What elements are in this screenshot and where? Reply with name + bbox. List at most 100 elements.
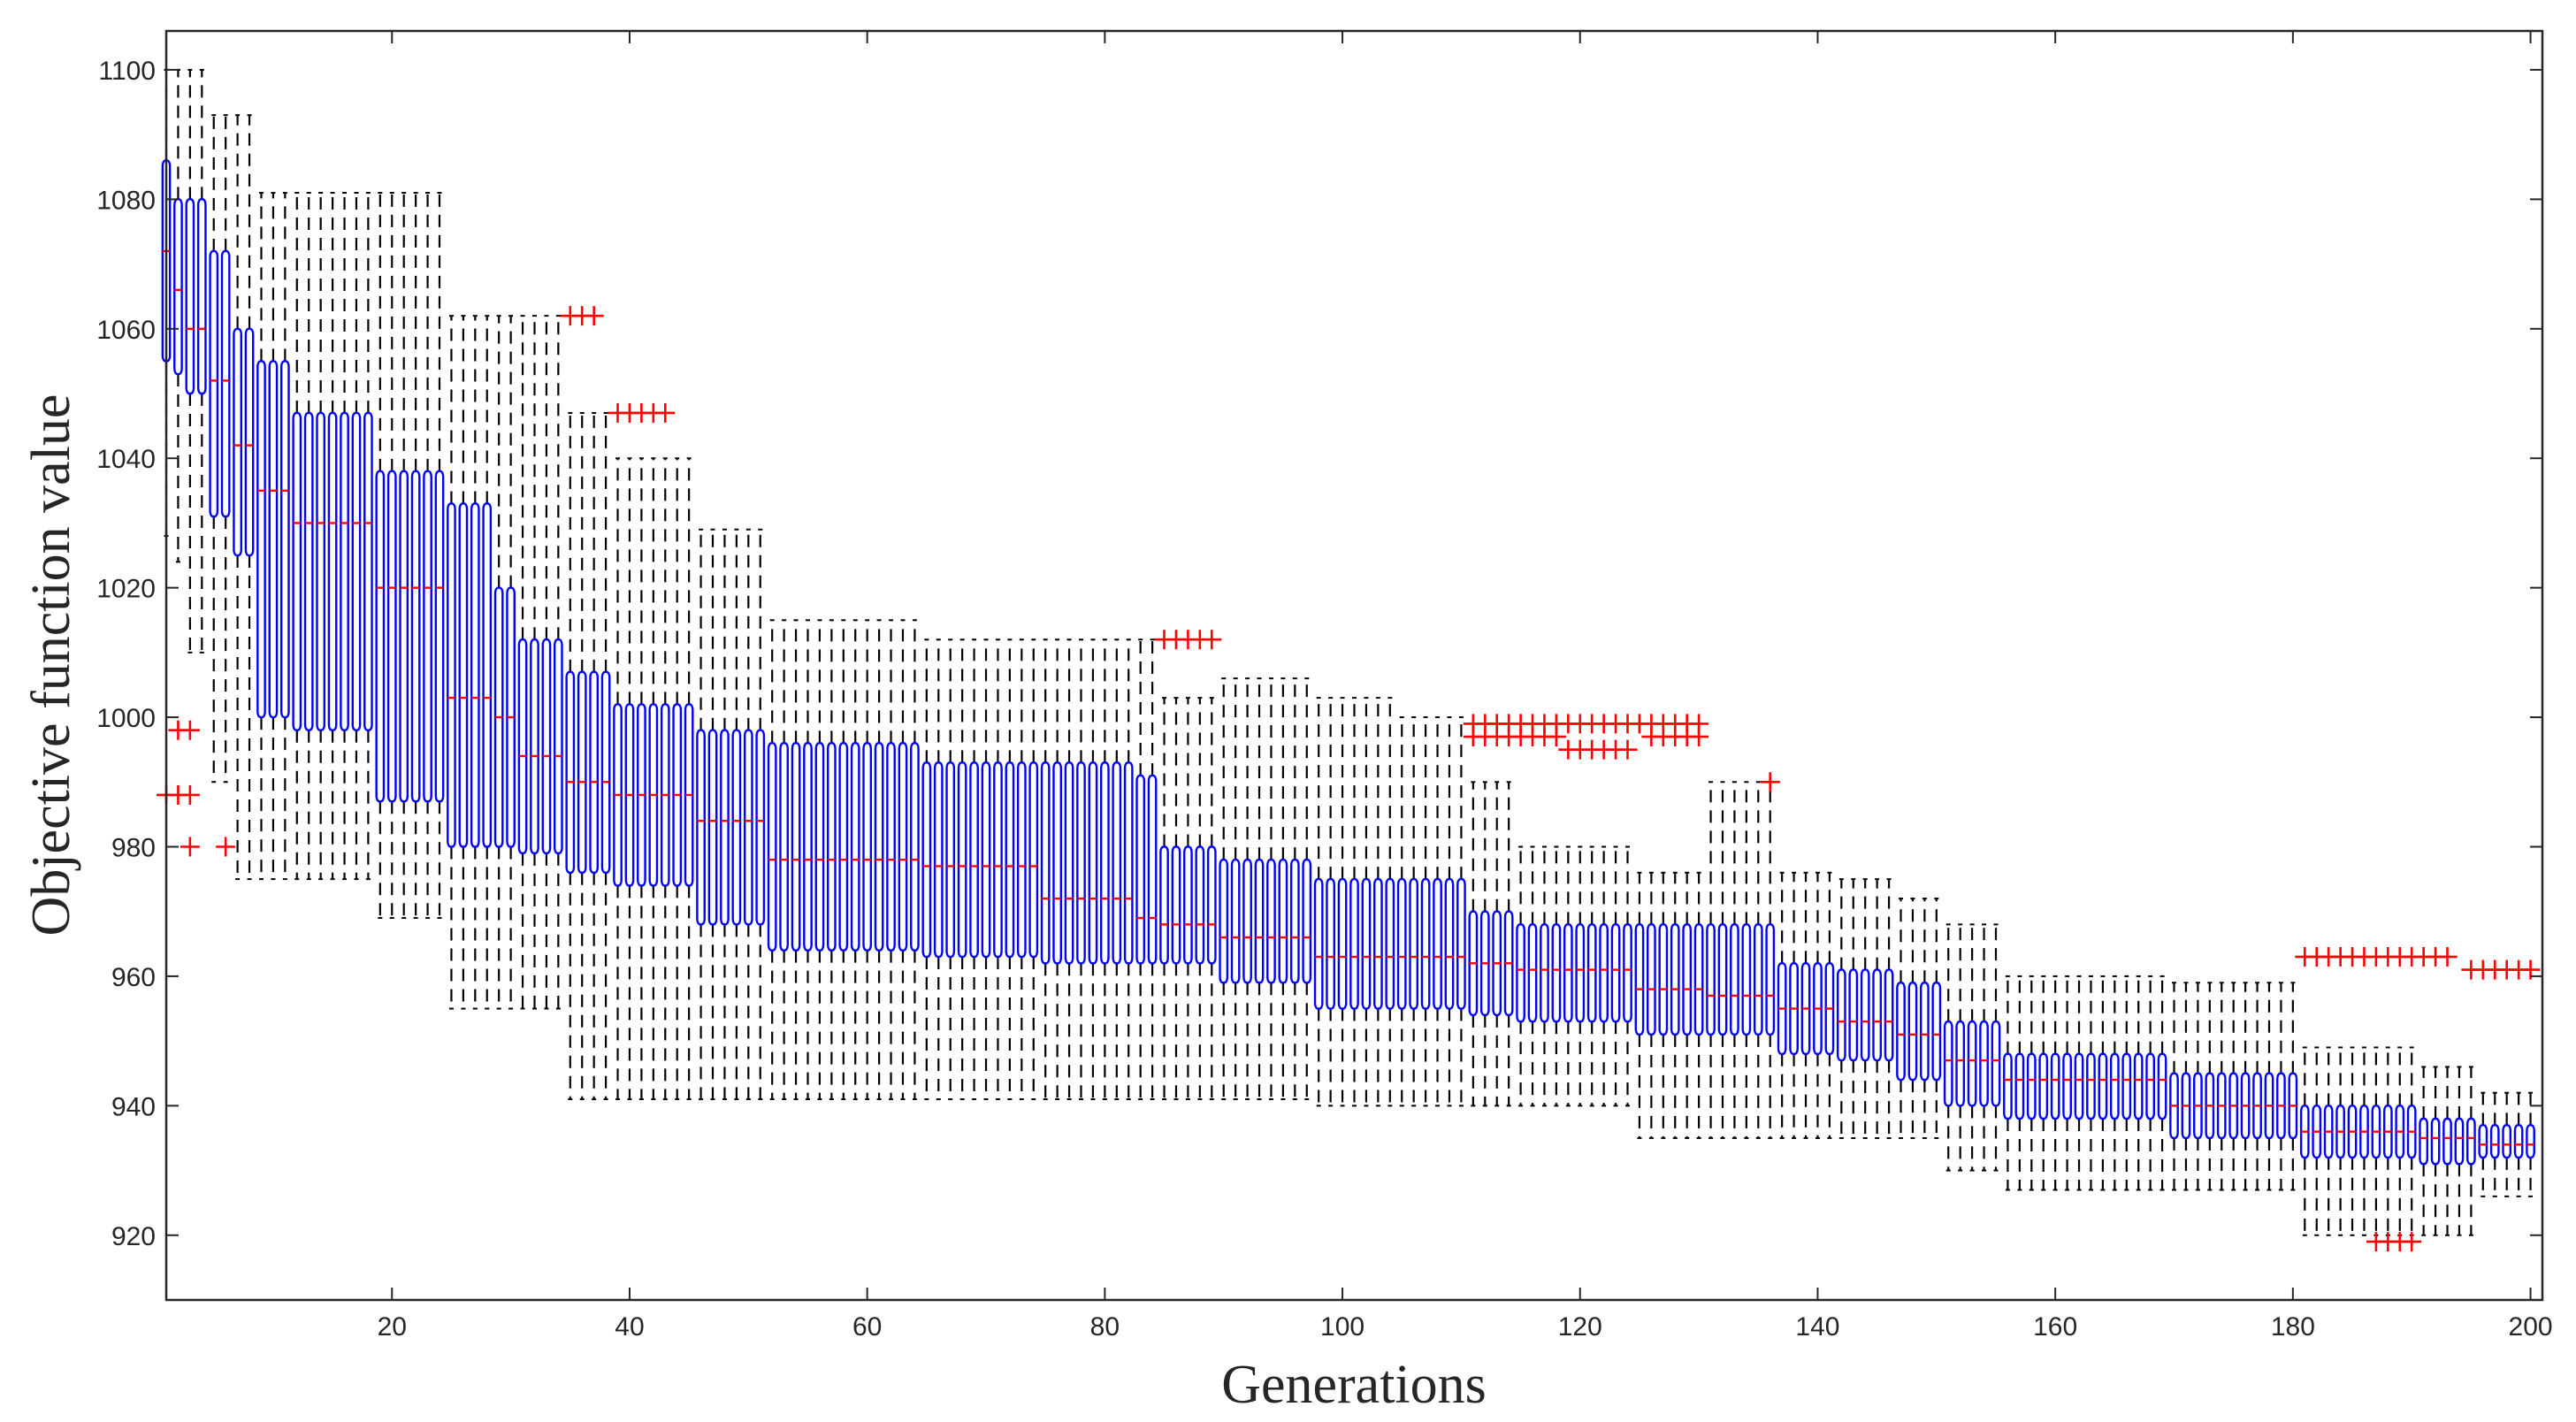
box-iqr bbox=[600, 670, 611, 874]
box-generation-66 bbox=[933, 638, 944, 1101]
box-iqr bbox=[1433, 877, 1442, 1010]
box-iqr bbox=[196, 198, 207, 395]
box-generation-49 bbox=[731, 528, 742, 1101]
box-generation-105 bbox=[1396, 716, 1407, 1107]
outlier-marker bbox=[216, 837, 236, 857]
x-tick-label: 140 bbox=[1795, 1312, 1839, 1342]
box-iqr bbox=[707, 729, 718, 926]
x-tick-label: 40 bbox=[615, 1312, 644, 1342]
box-iqr bbox=[530, 638, 539, 855]
box-generation-10 bbox=[268, 192, 279, 881]
box-iqr bbox=[720, 729, 730, 926]
box-iqr bbox=[2050, 1052, 2060, 1120]
box-generation-61 bbox=[874, 619, 884, 1101]
box-generation-130 bbox=[1693, 871, 1704, 1139]
box-generation-88 bbox=[1195, 697, 1205, 1101]
box-iqr bbox=[1254, 858, 1265, 984]
box-generation-32 bbox=[530, 315, 539, 1010]
box-generation-116 bbox=[1527, 845, 1538, 1107]
box-generation-178 bbox=[2264, 982, 2274, 1191]
box-generation-187 bbox=[2371, 1046, 2381, 1236]
outlier-marker bbox=[180, 720, 200, 740]
box-iqr bbox=[1302, 858, 1312, 984]
box-generation-28 bbox=[482, 315, 493, 1010]
box-generation-38 bbox=[600, 411, 611, 1101]
box-generation-152 bbox=[1955, 923, 1966, 1172]
box-generation-103 bbox=[1373, 697, 1383, 1107]
box-generation-179 bbox=[2276, 982, 2286, 1191]
box-generation-160 bbox=[2050, 975, 2060, 1191]
box-iqr bbox=[1563, 923, 1573, 1023]
box-generation-96 bbox=[1289, 677, 1300, 1101]
box-generation-120 bbox=[1575, 845, 1586, 1107]
box-generation-56 bbox=[814, 619, 825, 1101]
box-generation-31 bbox=[517, 315, 528, 1010]
x-tick-label: 180 bbox=[2271, 1312, 2315, 1342]
box-iqr bbox=[826, 742, 837, 952]
axes-frame bbox=[164, 29, 2544, 1302]
box-generation-29 bbox=[493, 315, 504, 1010]
box-generation-90 bbox=[1219, 677, 1229, 1101]
y-tick-label: 940 bbox=[111, 1092, 156, 1121]
box-iqr bbox=[1753, 923, 1763, 1036]
box-generation-140 bbox=[1813, 871, 1823, 1139]
box-generation-137 bbox=[1777, 871, 1787, 1139]
box-iqr bbox=[1326, 877, 1335, 1010]
box-generation-91 bbox=[1230, 677, 1241, 1101]
box-generation-126 bbox=[1647, 871, 1656, 1139]
box-iqr bbox=[292, 411, 302, 731]
box-generation-117 bbox=[1540, 845, 1549, 1107]
box-iqr bbox=[220, 249, 231, 518]
box-generation-109 bbox=[1444, 716, 1455, 1107]
box-generation-108 bbox=[1433, 716, 1442, 1107]
box-generation-26 bbox=[458, 315, 469, 1010]
box-iqr bbox=[553, 638, 563, 855]
box-iqr bbox=[1848, 968, 1859, 1062]
box-generation-12 bbox=[292, 192, 302, 881]
box-iqr bbox=[482, 502, 493, 848]
box-generation-93 bbox=[1254, 677, 1265, 1101]
outlier-marker bbox=[1202, 630, 1222, 650]
box-iqr bbox=[898, 742, 908, 952]
y-axis-title: Objective function value bbox=[21, 394, 81, 937]
box-generation-114 bbox=[1503, 781, 1514, 1107]
plot-area bbox=[157, 68, 2541, 1252]
box-generation-182 bbox=[2312, 1046, 2322, 1236]
box-iqr bbox=[2109, 1052, 2120, 1120]
box-iqr bbox=[363, 411, 373, 731]
box-iqr bbox=[1682, 923, 1693, 1036]
box-generation-16 bbox=[340, 192, 349, 881]
box-generation-181 bbox=[2299, 1046, 2310, 1236]
box-generation-17 bbox=[351, 192, 362, 881]
box-iqr bbox=[244, 327, 255, 557]
box-generation-39 bbox=[613, 457, 623, 1101]
box-iqr bbox=[565, 670, 576, 874]
box-iqr bbox=[340, 411, 349, 731]
x-tick-label: 160 bbox=[2033, 1312, 2077, 1342]
box-generation-25 bbox=[447, 315, 456, 1010]
box-generation-42 bbox=[648, 457, 659, 1101]
box-generation-23 bbox=[423, 192, 432, 920]
box-iqr bbox=[209, 249, 219, 518]
box-generation-55 bbox=[803, 619, 813, 1101]
box-generation-13 bbox=[303, 192, 314, 881]
x-tick-label: 60 bbox=[852, 1312, 882, 1342]
box-iqr bbox=[399, 470, 409, 803]
box-generation-53 bbox=[779, 619, 789, 1101]
box-iqr bbox=[1112, 761, 1122, 965]
box-generation-134 bbox=[1741, 781, 1752, 1139]
box-generation-176 bbox=[2240, 982, 2251, 1191]
box-generation-157 bbox=[2014, 975, 2025, 1191]
box-generation-37 bbox=[589, 411, 600, 1101]
box-iqr bbox=[2489, 1124, 2500, 1159]
box-iqr bbox=[2038, 1052, 2049, 1120]
box-iqr bbox=[1147, 774, 1158, 965]
box-iqr bbox=[1456, 877, 1466, 1010]
box-iqr bbox=[434, 470, 445, 803]
box-generation-8 bbox=[244, 114, 255, 881]
box-generation-190 bbox=[2406, 1046, 2417, 1236]
box-generation-64 bbox=[910, 619, 920, 1101]
box-generation-192 bbox=[2430, 1066, 2441, 1236]
box-generation-24 bbox=[434, 192, 445, 920]
box-generation-41 bbox=[637, 457, 646, 1101]
